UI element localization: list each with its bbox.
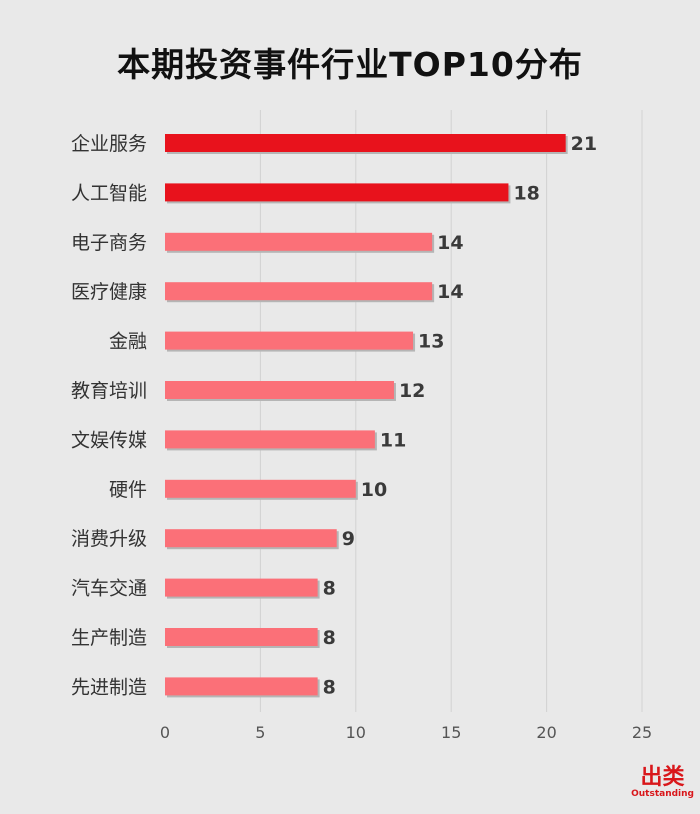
x-tick-label: 25 — [632, 723, 652, 742]
x-axis-ticks: 0 5 10 15 20 25 — [160, 723, 652, 742]
category-label: 金融 — [109, 331, 147, 353]
bar — [165, 677, 318, 696]
value-label: 8 — [323, 627, 336, 649]
category-label: 企业服务 — [71, 133, 147, 155]
bar — [165, 578, 318, 597]
value-label: 10 — [361, 479, 387, 501]
value-label: 14 — [437, 232, 463, 254]
brand-logo: 出类 Outstanding — [631, 767, 694, 800]
category-label: 人工智能 — [71, 182, 147, 204]
bars — [165, 134, 568, 698]
value-label: 18 — [513, 182, 539, 204]
category-labels: 企业服务人工智能电子商务医疗健康金融教育培训文娱传媒硬件消费升级汽车交通生产制造… — [71, 133, 147, 698]
x-tick-label: 10 — [346, 723, 366, 742]
value-label: 9 — [342, 528, 355, 550]
category-label: 教育培训 — [71, 380, 147, 402]
bar — [165, 134, 566, 152]
bar — [165, 282, 433, 301]
grid-lines — [259, 110, 643, 712]
x-tick-label: 0 — [160, 723, 170, 742]
bar — [165, 183, 509, 202]
category-label: 生产制造 — [71, 627, 147, 649]
bar — [165, 628, 318, 646]
bar — [165, 479, 356, 498]
category-label: 医疗健康 — [71, 281, 147, 303]
category-label: 先进制造 — [71, 676, 147, 698]
bar — [165, 381, 394, 399]
category-label: 文娱传媒 — [71, 429, 147, 451]
value-label: 21 — [571, 133, 597, 155]
x-tick-label: 20 — [536, 723, 556, 742]
value-label: 11 — [380, 429, 406, 451]
bar — [165, 529, 337, 548]
bar — [165, 232, 433, 251]
value-label: 8 — [323, 676, 336, 698]
value-label: 12 — [399, 380, 425, 402]
value-labels: 21 18 14 14 13 12 11 10 9 8 8 8 — [323, 133, 597, 698]
value-label: 8 — [323, 578, 336, 600]
bar — [165, 430, 375, 449]
x-tick-label: 15 — [441, 723, 461, 742]
chart-title: 本期投资事件行业TOP10分布 — [117, 45, 583, 84]
value-label: 13 — [418, 331, 444, 353]
category-label: 硬件 — [109, 479, 147, 501]
value-label: 14 — [437, 281, 463, 303]
category-label: 电子商务 — [71, 232, 147, 254]
x-tick-label: 5 — [255, 723, 265, 742]
category-label: 消费升级 — [71, 528, 147, 550]
bar — [165, 331, 414, 350]
category-label: 汽车交通 — [71, 578, 147, 600]
brand-name: 出类 — [640, 765, 685, 790]
brand-subtitle: Outstanding — [631, 789, 694, 799]
